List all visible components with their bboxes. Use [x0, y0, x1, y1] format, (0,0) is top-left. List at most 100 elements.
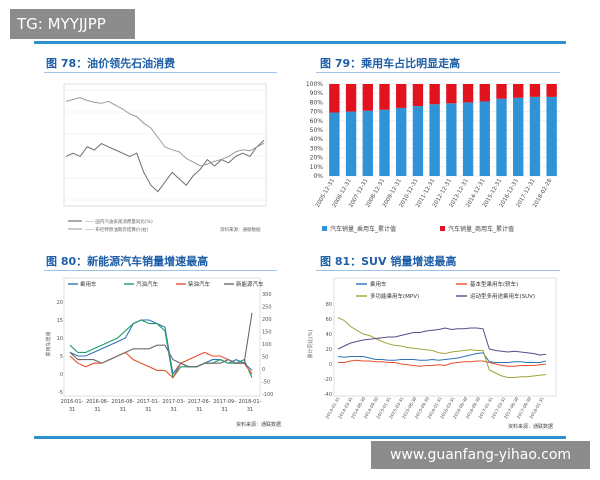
fig80-y-left-tick: 15 [57, 318, 63, 324]
fig79-bar-commercial [412, 84, 424, 107]
fig79-bar-commercial [329, 84, 340, 113]
fig79-y-tick-label: 10% [310, 164, 324, 171]
fig80-x-tick-label: 2016-01- [61, 399, 84, 405]
fig80-series-line [69, 319, 253, 379]
fig80-series-line [69, 312, 253, 368]
fig80-y-left-tick: 10 [57, 336, 63, 342]
fig78-series-brent-price [65, 97, 265, 167]
fig80-x-tick-label: 2017-09- [213, 399, 236, 405]
fig78-plot-area [63, 83, 267, 207]
watermark-bottom-right: www.guanfang-yihao.com [371, 441, 590, 469]
fig81-legend-label: 基本型乘用车(轿车) [470, 280, 518, 288]
fig80-y-left-tick: 5 [60, 354, 63, 360]
fig79-bar-passenger [546, 96, 557, 176]
fig79-bar-passenger [462, 102, 474, 176]
fig79-bar-commercial [396, 84, 407, 108]
fig80-source-note: 资料来源：通联数据 [236, 421, 281, 428]
fig81-y-axis-label: 累计同比(%) [307, 330, 314, 359]
fig79-y-tick-label: 100% [306, 81, 323, 88]
fig79-bar-passenger [479, 101, 490, 176]
fig79-y-tick-label: 90% [310, 90, 324, 97]
fig80-line-chart: 乘用车增速 乘用车 汽油汽车 柴油汽车 新能源汽车 20151050-53002502… [45, 277, 281, 428]
fig78-legend-2: —— 布伦特原油期货结算价(右) [85, 226, 149, 233]
fig79-bar-commercial [529, 84, 541, 97]
fig79-bar-commercial [546, 84, 557, 97]
fig79-y-tick-label: 60% [310, 118, 324, 125]
fig81-series-line [337, 327, 547, 356]
fig79-bar-commercial [462, 84, 474, 103]
fig79-title: 图 79：乘用车占比明显走高 [320, 57, 461, 70]
fig79-bar-passenger [345, 111, 357, 176]
fig80-y-right-tick: 250 [262, 305, 272, 311]
fig80-x-tick-label: 2017-03- [162, 399, 185, 405]
fig79-bar-passenger [529, 96, 541, 176]
fig80-y-right-tick: 150 [262, 330, 272, 336]
fig80-y-right-tick: -50 [262, 380, 270, 386]
fig79-bar-passenger [496, 98, 507, 176]
fig80-legend-label: 乘用车 [80, 280, 97, 288]
fig78-line-chart: —— 国内汽油表观消费量同比(%) —— 布伦特原油期货结算价(右) 资料来源：… [63, 83, 267, 233]
fig80-title-underline [44, 270, 277, 271]
fig79-stacked-bar-chart: 0%10%20%30%40%50%60%70%80%90%100% 2005-1… [306, 81, 560, 233]
fig80-x-tick-label-day: 31 [94, 407, 100, 413]
fig79-bar-commercial [362, 84, 373, 111]
fig80-x-tick-label: 2016-06- [86, 399, 109, 405]
fig80-y-right-tick: 300 [262, 292, 272, 298]
fig80-y-left-tick: 20 [57, 300, 63, 306]
fig81-legend-label: 乘用车 [370, 280, 387, 288]
fig79-y-tick-label: 0% [313, 173, 323, 180]
fig81-y-tick-label: 40 [326, 332, 332, 338]
fig80-y-right-tick: 0 [262, 367, 265, 373]
fig79-legend-passenger: 汽车销量_乘用车_累计值 [330, 225, 396, 233]
fig81-y-tick-label: 20 [326, 347, 332, 353]
fig81-legend-label: 运动型多用途乘用车(SUV) [470, 292, 535, 300]
fig79-bar-passenger [412, 106, 424, 176]
fig81-y-tick-label: -20 [324, 377, 332, 383]
fig79-legend-swatch-passenger [322, 226, 327, 231]
fig80-y-axis-label: 乘用车增速 [45, 331, 52, 356]
fig79-bar-passenger [379, 109, 390, 176]
fig79-bar-commercial [513, 84, 524, 98]
fig80-x-tick-label-day: 31 [247, 407, 253, 413]
fig80-legend-label: 新能源汽车 [236, 280, 264, 288]
fig80-y-right-tick: 100 [262, 342, 272, 348]
fig79-bar-passenger [329, 112, 340, 176]
fig79-y-tick-label: 70% [310, 109, 324, 116]
fig80-y-left-tick: -5 [58, 390, 63, 396]
fig79-bar-commercial [345, 84, 357, 112]
fig81-y-tick-label: 0 [329, 362, 332, 368]
fig79-y-tick-label: 50% [310, 127, 324, 134]
fig80-x-tick-label: 2018-01- [239, 399, 262, 405]
bottom-accent-bar [34, 436, 566, 439]
fig81-line-chart: 累计同比(%) 乘用车 基本型乘用车(轿车) 多功能乘用车(MPV) 运动型多用途乘用… [307, 277, 557, 430]
fig79-bar-passenger [396, 107, 407, 176]
fig81-y-tick-label: 60 [326, 317, 332, 323]
fig80-y-right-tick: 200 [262, 317, 272, 323]
fig80-x-tick-label: 2017-01- [137, 399, 160, 405]
fig80-x-tick-label: 2017-06- [188, 399, 211, 405]
fig78-title: 图 78：油价领先石油消费 [46, 57, 176, 70]
fig80-legend-label: 柴油汽车 [188, 280, 211, 288]
fig79-legend-swatch-commercial [440, 226, 445, 231]
fig79-y-tick-label: 80% [310, 99, 324, 106]
fig81-series-line [337, 352, 547, 363]
fig81-y-tick-label: 80 [326, 302, 332, 308]
fig79-legend-commercial: 汽车销量_商用车_累计值 [448, 225, 514, 233]
fig79-y-tick-label: 20% [310, 155, 324, 162]
fig81-series-line [337, 317, 547, 378]
fig80-y-right-tick: 50 [262, 355, 268, 361]
fig80-x-tick-label-day: 31 [145, 407, 151, 413]
fig79-bar-commercial [496, 84, 507, 99]
fig79-bar-commercial [479, 84, 490, 102]
fig78-series-gasoline-consumption [65, 140, 265, 193]
fig81-source-note: 资料来源：通联数据 [508, 423, 553, 430]
fig80-y-right-tick: -100 [262, 392, 273, 398]
fig80-x-tick-label-day: 31 [221, 407, 227, 413]
fig81-legend-label: 多功能乘用车(MPV) [370, 292, 419, 300]
fig79-bar-passenger [429, 104, 440, 176]
fig81-series-line [338, 359, 547, 367]
fig79-bar-passenger [362, 110, 373, 176]
fig78-legend-1: —— 国内汽油表观消费量同比(%) [85, 218, 153, 225]
fig81-title-underline [316, 270, 560, 271]
fig80-x-tick-label: 2016-08- [112, 399, 135, 405]
